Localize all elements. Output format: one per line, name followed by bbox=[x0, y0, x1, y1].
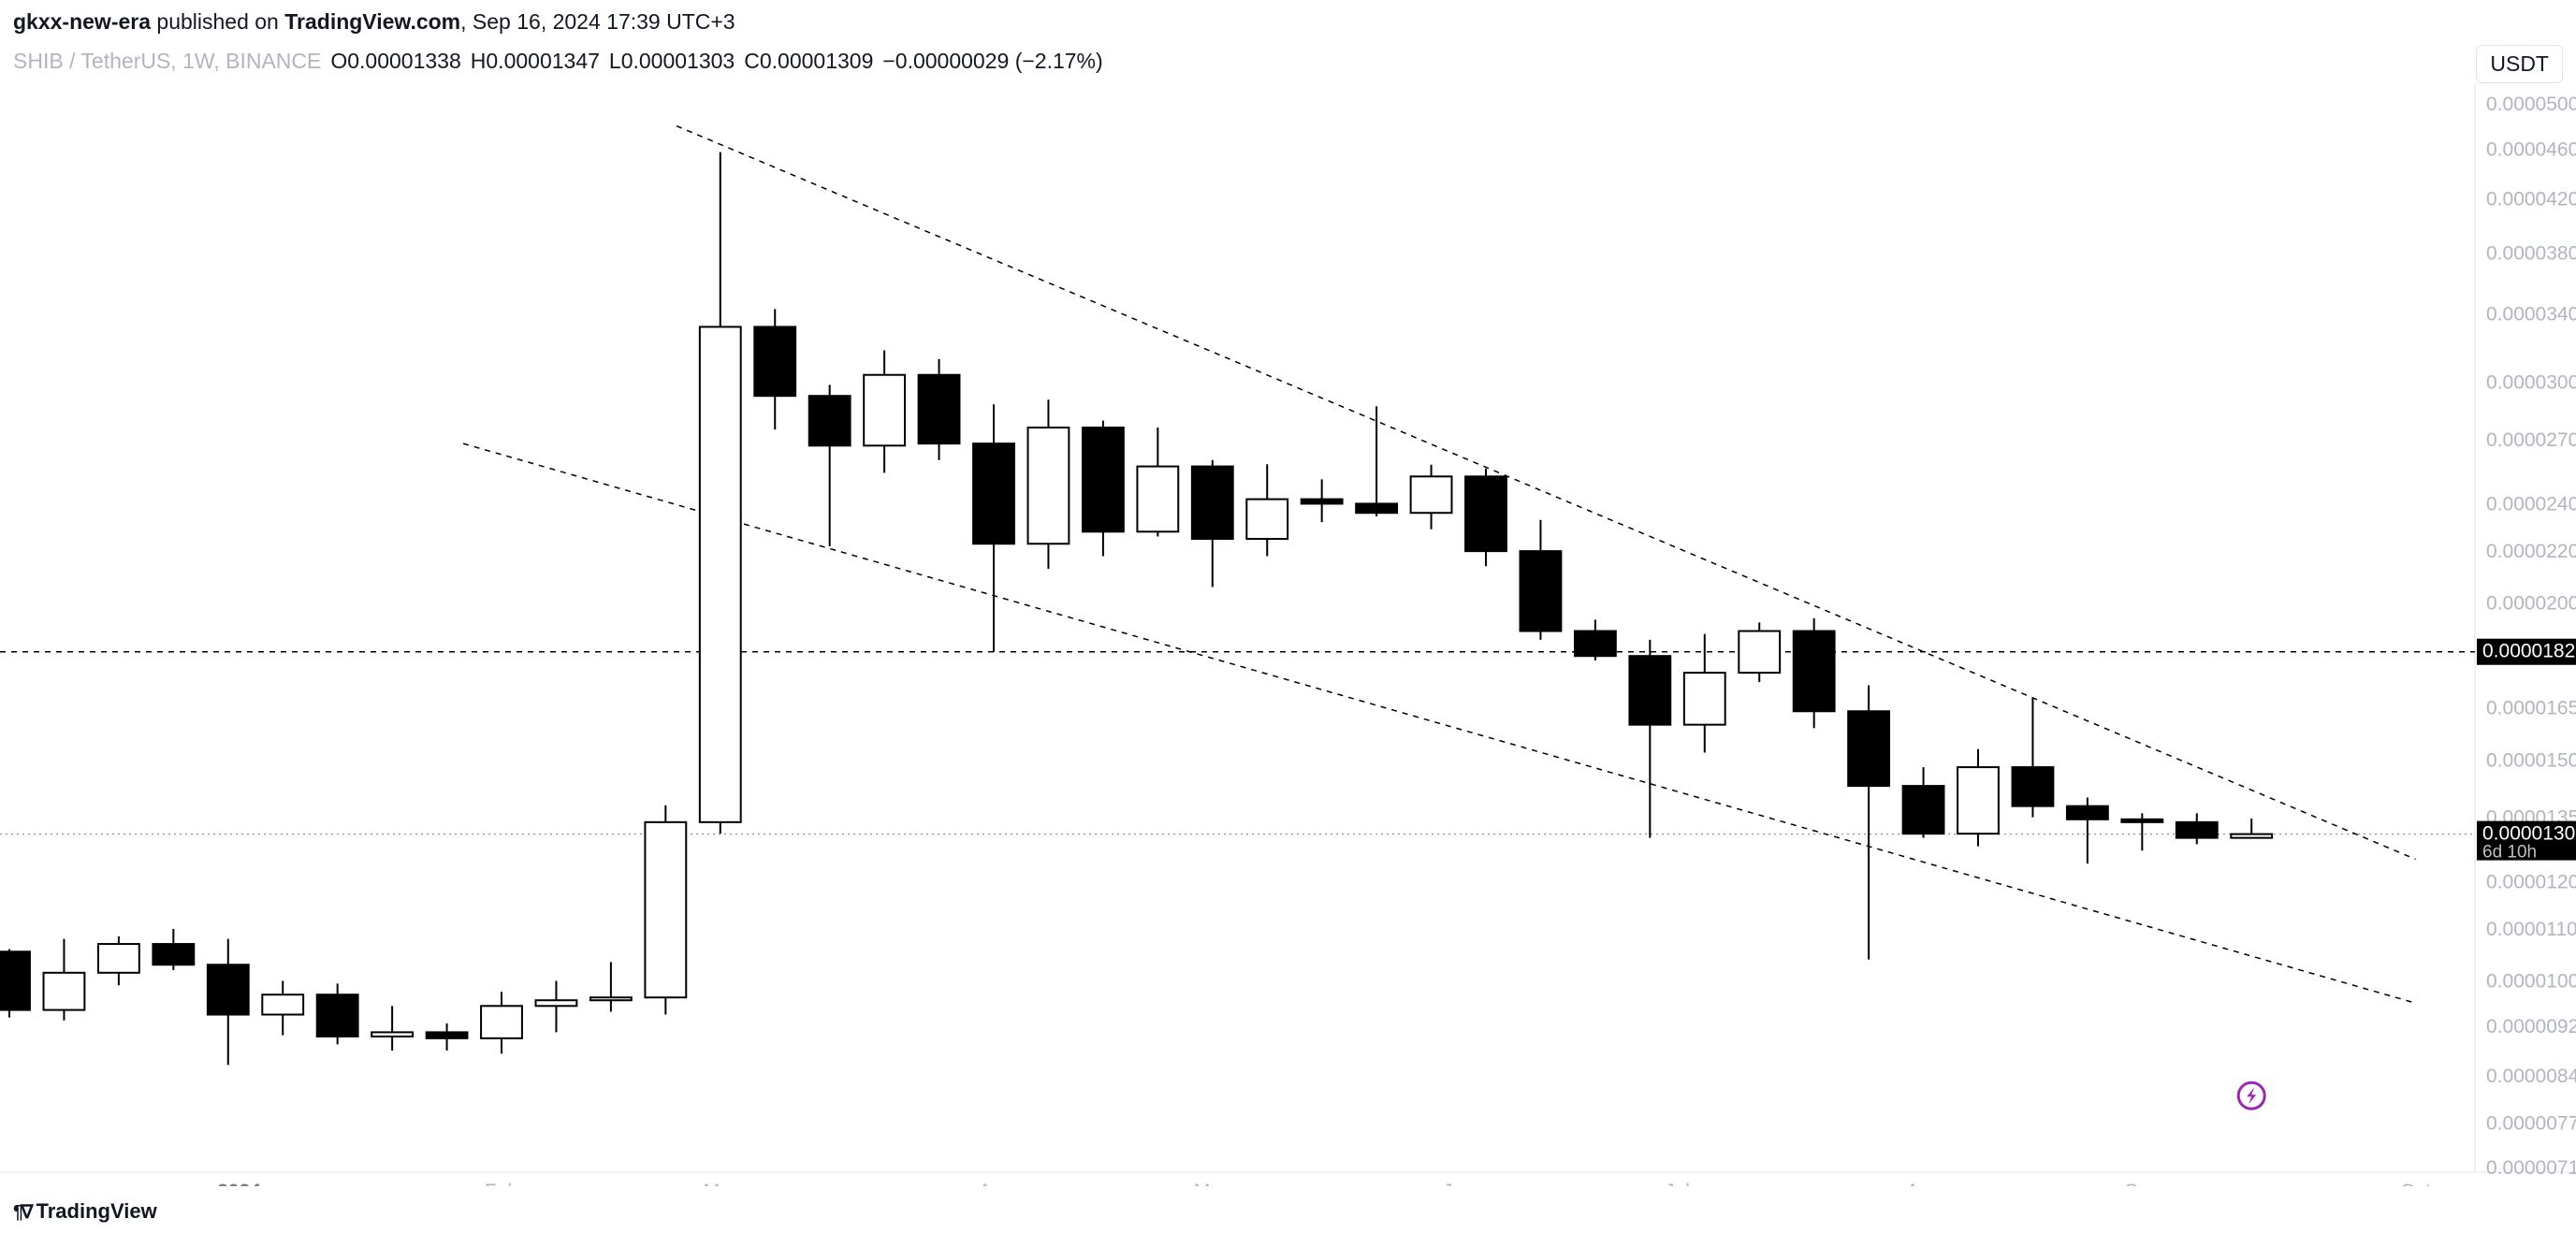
pair-label[interactable]: SHIB / TetherUS, 1W, BINANCE bbox=[13, 49, 321, 74]
svg-text:ec: ec bbox=[26, 1181, 47, 1186]
ohlc-high: H0.00001347 bbox=[471, 49, 600, 74]
svg-text:0.00003000: 0.00003000 bbox=[2486, 371, 2576, 393]
svg-text:2024: 2024 bbox=[217, 1181, 261, 1186]
publish-verb: published on bbox=[156, 9, 278, 34]
ohlc-close: C0.00001309 bbox=[744, 49, 873, 74]
ohlc-low: L0.00001303 bbox=[609, 49, 735, 74]
svg-text:0.00003800: 0.00003800 bbox=[2486, 243, 2576, 265]
symbol-info-bar: SHIB / TetherUS, 1W, BINANCE O0.00001338… bbox=[13, 49, 1103, 74]
publish-header: gkxx-new-era published on TradingView.co… bbox=[0, 0, 2576, 44]
tv-logo-text: TradingView bbox=[36, 1199, 157, 1224]
svg-text:Jun: Jun bbox=[1443, 1181, 1475, 1186]
svg-text:0.00001309: 0.00001309 bbox=[2482, 823, 2576, 845]
svg-text:Aug: Aug bbox=[1906, 1181, 1941, 1186]
author-name: gkxx-new-era bbox=[13, 9, 151, 34]
svg-text:0.00002200: 0.00002200 bbox=[2486, 541, 2576, 562]
ohlc-open: O0.00001338 bbox=[330, 49, 460, 74]
publish-date: Sep 16, 2024 17:39 UTC+3 bbox=[473, 9, 735, 34]
svg-text:0.00001650: 0.00001650 bbox=[2486, 698, 2576, 719]
svg-text:0.00002700: 0.00002700 bbox=[2486, 429, 2576, 451]
svg-text:0.00005000: 0.00005000 bbox=[2486, 94, 2576, 115]
svg-text:May: May bbox=[1194, 1181, 1231, 1186]
svg-text:0.00004600: 0.00004600 bbox=[2486, 138, 2576, 160]
site-name: TradingView.com bbox=[284, 9, 460, 34]
svg-text:0.00000920: 0.00000920 bbox=[2486, 1016, 2576, 1037]
svg-text:0.00000770: 0.00000770 bbox=[2486, 1113, 2576, 1135]
svg-text:0.00004200: 0.00004200 bbox=[2486, 188, 2576, 210]
svg-text:0.00000710: 0.00000710 bbox=[2486, 1157, 2576, 1179]
svg-text:0.00002000: 0.00002000 bbox=[2486, 593, 2576, 615]
svg-text:0.00002400: 0.00002400 bbox=[2486, 493, 2576, 515]
svg-text:Sep: Sep bbox=[2125, 1181, 2160, 1186]
svg-text:Apr: Apr bbox=[979, 1181, 1010, 1186]
svg-text:Oct: Oct bbox=[2400, 1181, 2431, 1186]
currency-selector[interactable]: USDT bbox=[2476, 45, 2563, 83]
ohlc-change: −0.00000029 (−2.17%) bbox=[882, 49, 1102, 74]
svg-text:0.00001100: 0.00001100 bbox=[2486, 919, 2576, 940]
svg-text:0.00001500: 0.00001500 bbox=[2486, 749, 2576, 771]
svg-text:Feb: Feb bbox=[485, 1181, 518, 1186]
svg-text:Jul: Jul bbox=[1665, 1181, 1690, 1186]
svg-text:0.00001000: 0.00001000 bbox=[2486, 970, 2576, 992]
svg-text:0.00001829: 0.00001829 bbox=[2482, 641, 2576, 662]
svg-text:6d 10h: 6d 10h bbox=[2482, 843, 2537, 863]
svg-text:0.00001200: 0.00001200 bbox=[2486, 871, 2576, 892]
svg-text:0.00003400: 0.00003400 bbox=[2486, 304, 2576, 326]
tradingview-logo[interactable]: ¶∇ TradingView bbox=[13, 1199, 157, 1224]
svg-text:Mar: Mar bbox=[704, 1181, 737, 1186]
svg-text:0.00000840: 0.00000840 bbox=[2486, 1066, 2576, 1087]
chart-area[interactable]: 0.00005000 0.00004600 0.00004200 0.00003800… bbox=[0, 82, 2576, 1184]
tv-logo-icon: ¶∇ bbox=[13, 1200, 31, 1224]
